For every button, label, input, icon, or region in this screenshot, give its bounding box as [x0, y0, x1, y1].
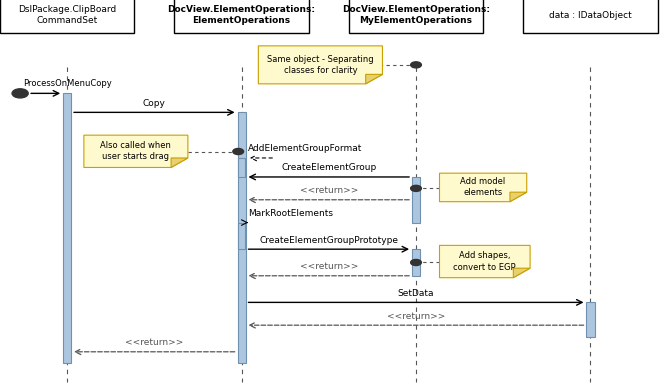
FancyBboxPatch shape [349, 0, 483, 32]
Text: DocView.ElementOperations:
MyElementOperations: DocView.ElementOperations: MyElementOper… [342, 5, 490, 25]
Text: CreateElementGroupPrototype: CreateElementGroupPrototype [259, 235, 399, 245]
Text: <<return>>: <<return>> [300, 262, 358, 271]
Text: ProcessOnMenuCopy: ProcessOnMenuCopy [23, 80, 112, 88]
Bar [238, 112, 246, 363]
Circle shape [233, 149, 244, 154]
Polygon shape [513, 268, 530, 278]
Polygon shape [171, 158, 188, 168]
Text: Same object - Separating
classes for clarity: Same object - Separating classes for cla… [267, 55, 374, 75]
Text: MarkRootElements: MarkRootElements [248, 209, 333, 218]
Circle shape [411, 259, 421, 266]
Text: <<return>>: <<return>> [387, 312, 445, 321]
Bar [412, 177, 420, 223]
Polygon shape [440, 173, 527, 201]
FancyBboxPatch shape [523, 0, 658, 32]
Circle shape [12, 89, 28, 98]
Polygon shape [258, 46, 382, 84]
Polygon shape [366, 74, 382, 84]
Polygon shape [84, 135, 188, 168]
Bar [63, 93, 71, 363]
Text: Add model
elements: Add model elements [460, 178, 506, 198]
Text: AddElementGroupFormat: AddElementGroupFormat [248, 144, 362, 153]
Bar [238, 223, 245, 249]
Bar [412, 249, 420, 276]
Polygon shape [440, 245, 530, 278]
Text: Also called when
user starts drag: Also called when user starts drag [101, 141, 171, 161]
Text: Copy: Copy [143, 99, 166, 108]
Text: DocView.ElementOperations:
ElementOperations: DocView.ElementOperations: ElementOperat… [168, 5, 315, 25]
FancyBboxPatch shape [0, 0, 134, 32]
Text: SetData: SetData [398, 289, 434, 298]
Polygon shape [510, 192, 527, 201]
Text: CreateElementGroup: CreateElementGroup [281, 163, 376, 173]
Text: Add shapes,
convert to EGP: Add shapes, convert to EGP [454, 252, 516, 272]
Circle shape [411, 185, 421, 191]
FancyBboxPatch shape [174, 0, 309, 32]
Text: <<return>>: <<return>> [300, 186, 358, 195]
Text: data : IDataObject: data : IDataObject [549, 11, 632, 20]
Bar [238, 158, 245, 177]
Text: <<return>>: <<return>> [125, 338, 183, 347]
Bar [586, 302, 595, 337]
Text: DslPackage.ClipBoard
CommandSet: DslPackage.ClipBoard CommandSet [18, 5, 116, 25]
Circle shape [411, 62, 421, 68]
